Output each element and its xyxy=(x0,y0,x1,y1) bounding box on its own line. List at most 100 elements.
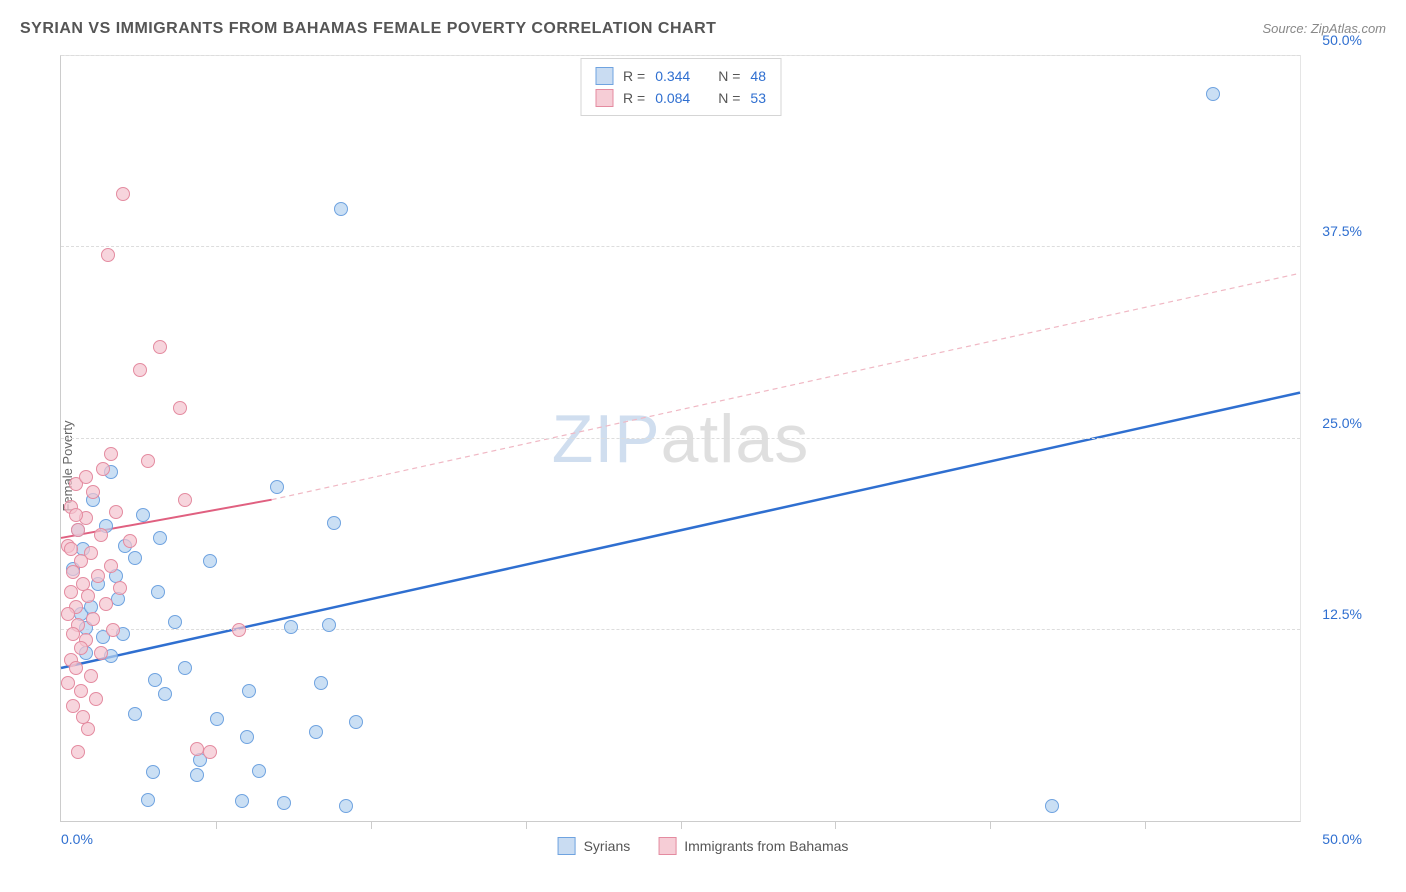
data-point xyxy=(94,528,108,542)
data-point xyxy=(210,712,224,726)
data-point xyxy=(327,516,341,530)
y-tick-label: 50.0% xyxy=(1322,32,1362,48)
data-point xyxy=(1206,87,1220,101)
data-point xyxy=(64,585,78,599)
x-tick xyxy=(371,821,372,829)
legend-label: Immigrants from Bahamas xyxy=(684,838,848,854)
x-tick xyxy=(1145,821,1146,829)
series-legend: Syrians Immigrants from Bahamas xyxy=(558,837,849,855)
legend-item: Immigrants from Bahamas xyxy=(658,837,848,855)
chart-container: Female Poverty ZIPatlas R =0.344N =48R =… xyxy=(20,55,1386,877)
data-point xyxy=(203,745,217,759)
x-tick xyxy=(526,821,527,829)
data-point xyxy=(158,687,172,701)
watermark-zip: ZIP xyxy=(552,401,661,477)
gridline xyxy=(61,629,1300,630)
data-point xyxy=(71,523,85,537)
data-point xyxy=(153,531,167,545)
x-tick xyxy=(216,821,217,829)
data-point xyxy=(96,462,110,476)
data-point xyxy=(339,799,353,813)
x-origin-label: 0.0% xyxy=(61,831,93,847)
correlation-legend: R =0.344N =48R =0.084N =53 xyxy=(580,58,781,116)
data-point xyxy=(109,505,123,519)
data-point xyxy=(104,559,118,573)
data-point xyxy=(322,618,336,632)
legend-n-label: N = xyxy=(718,90,740,106)
data-point xyxy=(146,765,160,779)
data-point xyxy=(79,470,93,484)
legend-swatch xyxy=(595,67,613,85)
data-point xyxy=(235,794,249,808)
data-point xyxy=(84,669,98,683)
trend-lines xyxy=(61,56,1300,821)
watermark-atlas: atlas xyxy=(661,401,810,477)
data-point xyxy=(232,623,246,637)
data-point xyxy=(133,363,147,377)
gridline xyxy=(61,55,1300,56)
data-point xyxy=(104,447,118,461)
data-point xyxy=(86,612,100,626)
data-point xyxy=(242,684,256,698)
legend-n-label: N = xyxy=(718,68,740,84)
data-point xyxy=(89,692,103,706)
data-point xyxy=(309,725,323,739)
data-point xyxy=(270,480,284,494)
data-point xyxy=(123,534,137,548)
data-point xyxy=(81,589,95,603)
data-point xyxy=(136,508,150,522)
data-point xyxy=(113,581,127,595)
x-tick xyxy=(835,821,836,829)
data-point xyxy=(116,187,130,201)
legend-r-label: R = xyxy=(623,90,645,106)
y-tick-label: 12.5% xyxy=(1322,606,1362,622)
legend-swatch xyxy=(595,89,613,107)
data-point xyxy=(128,551,142,565)
data-point xyxy=(141,454,155,468)
gridline xyxy=(61,438,1300,439)
trend-line xyxy=(272,273,1300,499)
legend-n-value: 48 xyxy=(750,68,766,84)
data-point xyxy=(128,707,142,721)
data-point xyxy=(69,508,83,522)
data-point xyxy=(252,764,266,778)
legend-row: R =0.344N =48 xyxy=(595,65,766,87)
legend-r-label: R = xyxy=(623,68,645,84)
data-point xyxy=(203,554,217,568)
chart-header: SYRIAN VS IMMIGRANTS FROM BAHAMAS FEMALE… xyxy=(20,20,1386,38)
data-point xyxy=(74,684,88,698)
data-point xyxy=(277,796,291,810)
data-point xyxy=(314,676,328,690)
data-point xyxy=(151,585,165,599)
data-point xyxy=(168,615,182,629)
legend-label: Syrians xyxy=(584,838,631,854)
data-point xyxy=(106,623,120,637)
data-point xyxy=(349,715,363,729)
data-point xyxy=(190,768,204,782)
gridline xyxy=(61,246,1300,247)
data-point xyxy=(178,493,192,507)
data-point xyxy=(86,485,100,499)
x-tick xyxy=(990,821,991,829)
trend-line xyxy=(61,393,1300,668)
data-point xyxy=(178,661,192,675)
data-point xyxy=(99,597,113,611)
x-tick xyxy=(681,821,682,829)
data-point xyxy=(334,202,348,216)
data-point xyxy=(66,565,80,579)
data-point xyxy=(153,340,167,354)
data-point xyxy=(240,730,254,744)
data-point xyxy=(1045,799,1059,813)
legend-swatch xyxy=(658,837,676,855)
data-point xyxy=(74,641,88,655)
data-point xyxy=(173,401,187,415)
x-max-label: 50.0% xyxy=(1322,831,1362,847)
legend-swatch xyxy=(558,837,576,855)
legend-row: R =0.084N =53 xyxy=(595,87,766,109)
data-point xyxy=(69,661,83,675)
data-point xyxy=(94,646,108,660)
chart-title: SYRIAN VS IMMIGRANTS FROM BAHAMAS FEMALE… xyxy=(20,20,716,38)
data-point xyxy=(81,722,95,736)
data-point xyxy=(71,745,85,759)
y-tick-label: 25.0% xyxy=(1322,415,1362,431)
